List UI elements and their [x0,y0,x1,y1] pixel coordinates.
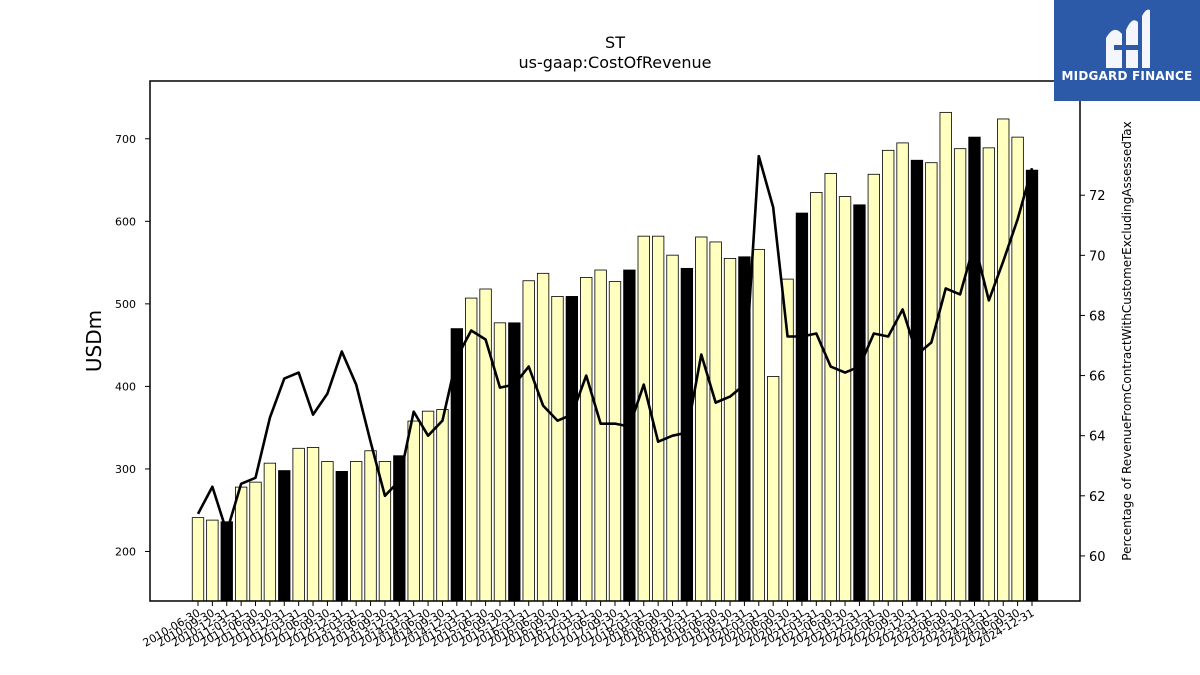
y2-axis-label: Percentage of RevenueFromContractWithCus… [1120,121,1134,560]
y2-tick-label: 62 [1089,490,1106,505]
y2-tick-label: 72 [1089,189,1106,204]
y-tick-label: 600 [115,215,136,228]
bar-2012-03-31 [292,447,305,602]
brand-logo: MIDGARD FINANCE [1054,0,1200,101]
bar-2012-06-30 [306,447,320,602]
bar-2021-12-31 [853,204,866,602]
y-axis-label: USDm [82,310,106,372]
bar-2014-03-31 [407,420,420,602]
y2-tick-label: 66 [1089,370,1106,385]
bar-2015-09-30 [493,322,507,602]
bar-2012-12-31 [335,471,348,602]
bar-2019-03-31 [695,236,708,602]
line-group [196,154,1034,534]
bar-2019-06-30 [709,241,722,602]
y-tick-label: 500 [115,298,136,311]
logo-mark-icon [1106,9,1150,69]
y2-tick-label: 70 [1089,249,1106,264]
bar-2010-09-30 [206,519,219,602]
bar-2018-06-30 [651,235,665,602]
bar-2016-12-31 [565,296,579,602]
bar-2022-12-31 [910,159,924,602]
bar-2023-06-30 [939,111,952,602]
bar-2019-09-30 [723,258,737,602]
bar-2023-03-31 [925,162,938,602]
bar-2014-06-30 [421,410,435,602]
bar-2010-12-31 [220,521,233,602]
y-tick-label: 300 [115,463,136,476]
bar-2021-09-30 [838,196,852,602]
bar-2024-06-30 [997,118,1010,602]
y2-tick-label: 68 [1089,309,1106,324]
y2-tick-label: 64 [1089,430,1106,445]
bar-2018-09-30 [666,254,679,602]
bar-2013-03-31 [350,461,363,602]
bar-2022-06-30 [882,149,895,602]
x-axis: 2010-06-302010-09-302010-12-312011-03-31… [141,601,1037,650]
line-series [196,154,1034,534]
bars-group [191,111,1039,602]
bar-2010-06-30 [191,517,205,602]
chart-subtitle: us-gaap:CostOfRevenue [518,53,711,72]
bar-2022-09-30 [896,142,909,602]
y-tick-label: 700 [115,133,136,146]
bar-2023-12-31 [968,136,981,602]
bar-2012-09-30 [321,461,334,602]
y-tick-label: 200 [115,545,136,558]
bar-2020-06-30 [767,376,780,602]
bar-2011-06-30 [249,481,262,602]
bar-2020-03-31 [752,248,765,602]
bar-2015-12-31 [508,322,521,602]
bar-2016-03-31 [522,280,535,602]
bar-2015-03-31 [465,297,478,602]
bar-2023-09-30 [953,148,967,602]
bar-2017-12-31 [623,269,636,602]
bar-2013-06-30 [364,450,377,602]
bar-2018-03-31 [637,235,650,602]
bar-2021-06-30 [824,173,837,602]
y2-tick-label: 60 [1089,550,1106,565]
bar-2021-03-31 [810,192,823,602]
bar-2022-03-31 [867,173,880,602]
bar-2011-03-31 [234,486,248,602]
bar-2011-12-31 [278,470,291,602]
bar-2017-09-30 [608,281,622,602]
logo-text: MIDGARD FINANCE [1061,69,1193,83]
bar-2014-09-30 [436,409,449,602]
bar-2024-12-31 [1025,169,1039,602]
bar-2020-12-31 [795,212,809,602]
bar-2011-09-30 [263,462,277,602]
bar-2016-09-30 [551,296,564,602]
bar-2024-03-31 [982,147,996,602]
y-axis-right: 60 62 64 66 68 70 72 [1080,189,1106,565]
bar-2017-03-31 [580,277,593,602]
bar-2017-06-30 [594,269,607,602]
y-axis-left: 200 300 400 500 600 700 [115,133,150,558]
chart-title: ST [605,33,625,52]
bar-2016-06-30 [536,272,550,602]
y-tick-label: 400 [115,380,136,393]
